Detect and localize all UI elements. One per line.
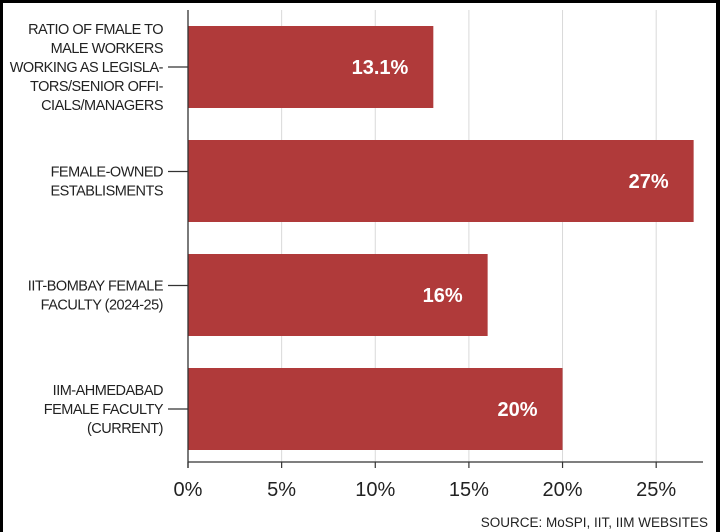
category-label: FEMALE-OWNED [51,165,163,181]
axes [168,10,703,468]
category-label: WORKING AS LEGISLA- [10,60,164,76]
frame-right-border [716,0,720,532]
frame-left-border [0,0,3,532]
category-label: IIM-AHMEDABAD [53,383,163,399]
category-label: IIT-BOMBAY FEMALE [28,279,164,295]
category-label: FACULTY (2024-25) [41,298,163,314]
category-labels: RATIO OF FMALE TO MALE WORKERS WORKING AS … [10,22,165,437]
x-axis-ticks: 0% 5% 10% 15% 20% 25% [174,462,676,501]
data-label: 20% [498,399,538,421]
x-tick-label: 10% [355,479,395,501]
category-label: MALE WORKERS [51,41,163,57]
category-label: (CURRENT) [87,421,163,437]
x-tick-label: 15% [449,479,489,501]
bars [188,26,694,450]
x-tick-label: 25% [636,479,676,501]
bar [188,26,434,108]
category-label: RATIO OF FMALE TO [28,22,163,38]
x-tick-label: 20% [543,479,583,501]
x-tick-label: 0% [174,479,203,501]
source-note: SOURCE: MoSPI, IIT, IIM WEBSITES [480,515,708,530]
category-label: FEMALE FACULTY [44,402,164,418]
bar [188,254,488,336]
category-label: ESTABLISMENTS [51,184,163,200]
data-label: 13.1% [352,57,409,79]
value-labels: 13.1% 27% 16% 20% [352,57,669,421]
data-label: 16% [423,285,463,307]
frame-top-border [0,0,720,3]
bar [188,368,563,450]
bar [188,140,694,222]
category-label: TORS/SENIOR OFFI- [30,79,164,95]
category-label: CIALS/MANAGERS [41,98,163,114]
data-label: 27% [629,171,669,193]
x-tick-label: 5% [267,479,296,501]
